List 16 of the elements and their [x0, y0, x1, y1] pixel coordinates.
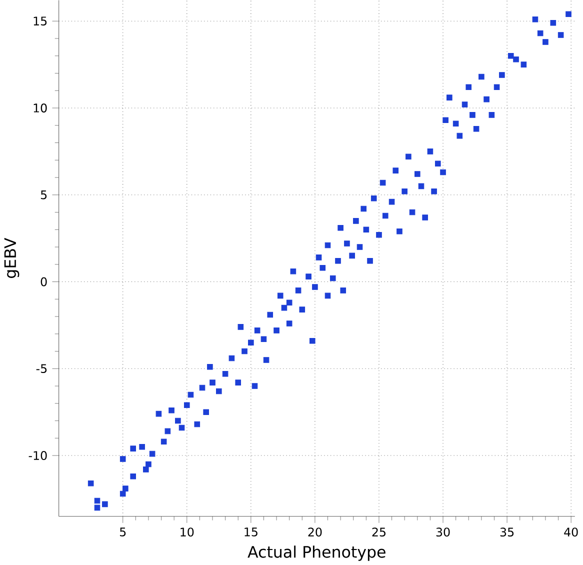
- x-axis-title: Actual Phenotype: [248, 545, 386, 561]
- x-tick-label: 30: [436, 527, 450, 536]
- x-tick-label: 20: [308, 527, 322, 536]
- x-tick-label: 15: [244, 527, 258, 536]
- y-tick-label: 15: [34, 16, 47, 26]
- y-tick-label: -10: [28, 450, 47, 460]
- x-tick-label: 40: [564, 527, 578, 536]
- y-tick-label: 10: [34, 103, 47, 112]
- x-tick-label: 25: [372, 527, 386, 536]
- x-tick-label: 10: [180, 527, 194, 536]
- y-axis-title: gEBV: [4, 238, 20, 278]
- y-tick-label: -5: [36, 364, 47, 373]
- x-tick-label: 5: [120, 527, 126, 536]
- y-tick-label: 0: [40, 277, 47, 286]
- x-tick-label: 35: [500, 527, 514, 536]
- y-tick-label: 5: [40, 190, 47, 200]
